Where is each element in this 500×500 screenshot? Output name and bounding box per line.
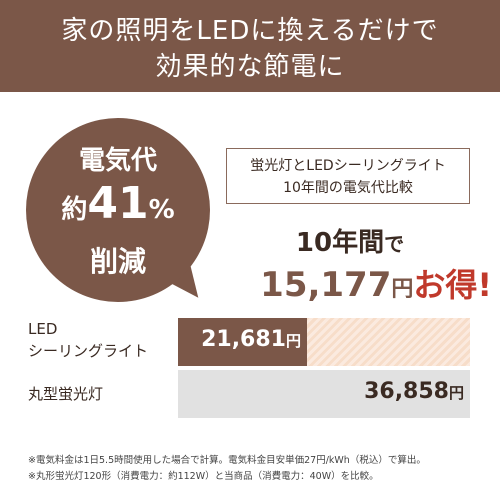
subtitle-line2: 10年間の電気代比較 (283, 180, 413, 196)
led-label-line1: LED (28, 320, 58, 338)
comparison-subtitle-box: 蛍光灯とLEDシーリングライト 10年間の電気代比較 (226, 148, 470, 204)
headline-period-text: 10年間 (295, 228, 385, 258)
bubble-percent-number: 41 (87, 178, 149, 229)
led-value-label: 21,681円 (201, 327, 301, 352)
led-value: 21,681 (201, 327, 286, 352)
savings-suffix: お得! (413, 266, 492, 304)
led-value-unit: 円 (285, 332, 301, 350)
bubble-prefix: 約 (61, 195, 88, 225)
led-row-label: LED シーリングライト (28, 318, 148, 362)
fluorescent-value-label: 36,858円 (364, 379, 464, 404)
fluorescent-value: 36,858 (364, 379, 449, 404)
bubble-line3: 削減 (89, 245, 146, 278)
savings-bubble: 電気代 約41% 削減 (26, 118, 210, 302)
fluorescent-row-label: 丸型蛍光灯 (28, 385, 104, 403)
subtitle-line1: 蛍光灯とLEDシーリングライト (250, 158, 446, 174)
headline-particle: で (384, 232, 405, 256)
header-line1: 家の照明をLEDに換えるだけで (61, 16, 439, 46)
header-banner: 家の照明をLEDに換えるだけで 効果的な節電に (0, 0, 500, 92)
headline-period: 10年間で (230, 222, 470, 259)
footnote-2: ※丸形蛍光灯120形（消費電力：約112W）と当商品（消費電力：40W）を比較。 (28, 471, 379, 482)
savings-unit: 円 (391, 277, 414, 302)
savings-amount: 15,177 (260, 265, 392, 305)
headline-savings: 15,177円お得! (212, 260, 492, 306)
header-line2: 効果的な節電に (155, 52, 345, 82)
fluorescent-value-unit: 円 (448, 384, 464, 402)
led-bar: 21,681円 (178, 318, 307, 366)
bubble-line1: 電気代 (78, 146, 157, 176)
footnote-1: ※電気料金は1日5.5時間使用した場合で計算。電気料金目安単価27円/kWh（税… (28, 455, 426, 466)
led-label-line2: シーリングライト (28, 342, 149, 360)
fluorescent-bar: 36,858円 (178, 370, 470, 418)
bubble-percent-sign: % (148, 195, 175, 225)
bubble-percent: 約41% (26, 178, 210, 229)
